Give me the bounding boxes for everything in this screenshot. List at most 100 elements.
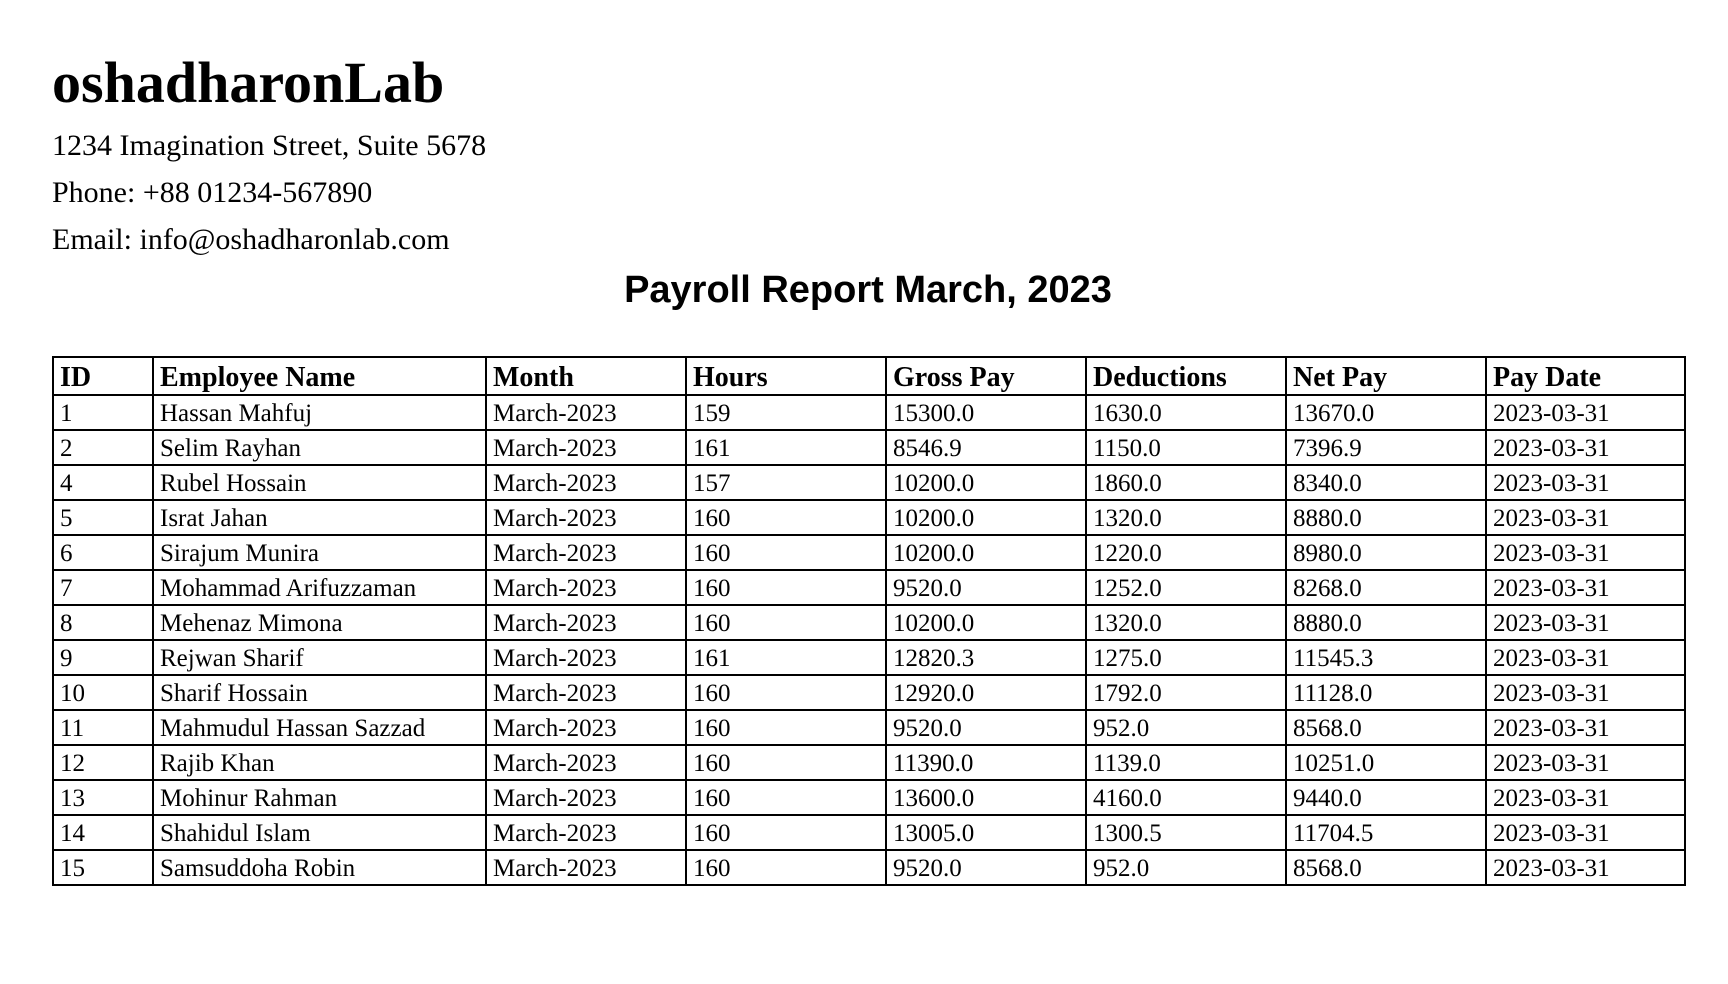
table-row: 15 Samsuddoha Robin March-2023 160 9520.0 952… [52, 849, 1686, 886]
cell-employee-name: Rajib Khan [152, 744, 487, 781]
cell-pay-date: 2023-03-31 [1485, 604, 1686, 641]
payroll-table: ID Employee Name Month Hours Gross Pay D… [52, 356, 1686, 886]
cell-pay-date: 2023-03-31 [1485, 394, 1686, 431]
cell-net-pay: 11545.3 [1285, 639, 1487, 676]
cell-net-pay: 10251.0 [1285, 744, 1487, 781]
cell-deductions: 1275.0 [1085, 639, 1287, 676]
report-title: Payroll Report March, 2023 [624, 269, 1112, 311]
column-header-gross-pay: Gross Pay [885, 356, 1087, 396]
cell-employee-name: Selim Rayhan [152, 429, 487, 466]
cell-hours: 160 [685, 534, 887, 571]
cell-net-pay: 11704.5 [1285, 814, 1487, 851]
cell-net-pay: 9440.0 [1285, 779, 1487, 816]
cell-deductions: 1139.0 [1085, 744, 1287, 781]
cell-employee-name: Mahmudul Hassan Sazzad [152, 709, 487, 746]
cell-gross-pay: 13600.0 [885, 779, 1087, 816]
cell-gross-pay: 12820.3 [885, 639, 1087, 676]
column-header-net-pay: Net Pay [1285, 356, 1487, 396]
cell-id: 8 [52, 604, 154, 641]
table-row: 9 Rejwan Sharif March-2023 161 12820.3 1275.0… [52, 639, 1686, 676]
cell-gross-pay: 13005.0 [885, 814, 1087, 851]
cell-pay-date: 2023-03-31 [1485, 674, 1686, 711]
table-row: 4 Rubel Hossain March-2023 157 10200.0 1860.0… [52, 464, 1686, 501]
cell-employee-name: Samsuddoha Robin [152, 849, 487, 886]
cell-deductions: 952.0 [1085, 709, 1287, 746]
cell-id: 15 [52, 849, 154, 886]
column-header-deductions: Deductions [1085, 356, 1287, 396]
cell-month: March-2023 [485, 464, 687, 501]
cell-deductions: 1320.0 [1085, 499, 1287, 536]
cell-month: March-2023 [485, 814, 687, 851]
cell-hours: 159 [685, 394, 887, 431]
cell-deductions: 1860.0 [1085, 464, 1287, 501]
column-header-month: Month [485, 356, 687, 396]
company-name: oshadharonLab [52, 50, 445, 115]
cell-month: March-2023 [485, 709, 687, 746]
cell-id: 11 [52, 709, 154, 746]
cell-month: March-2023 [485, 394, 687, 431]
cell-employee-name: Sharif Hossain [152, 674, 487, 711]
cell-id: 1 [52, 394, 154, 431]
cell-pay-date: 2023-03-31 [1485, 639, 1686, 676]
cell-id: 6 [52, 534, 154, 571]
cell-hours: 160 [685, 849, 887, 886]
table-row: 10 Sharif Hossain March-2023 160 12920.0 1792… [52, 674, 1686, 711]
cell-net-pay: 7396.9 [1285, 429, 1487, 466]
column-header-hours: Hours [685, 356, 887, 396]
cell-gross-pay: 10200.0 [885, 534, 1087, 571]
table-row: 6 Sirajum Munira March-2023 160 10200.0 1220.… [52, 534, 1686, 571]
cell-hours: 160 [685, 814, 887, 851]
cell-pay-date: 2023-03-31 [1485, 744, 1686, 781]
cell-hours: 160 [685, 604, 887, 641]
cell-hours: 160 [685, 499, 887, 536]
cell-deductions: 952.0 [1085, 849, 1287, 886]
table-row: 2 Selim Rayhan March-2023 161 8546.9 1150.0 73… [52, 429, 1686, 466]
cell-gross-pay: 11390.0 [885, 744, 1087, 781]
cell-employee-name: Rubel Hossain [152, 464, 487, 501]
cell-month: March-2023 [485, 569, 687, 606]
table-row: 11 Mahmudul Hassan Sazzad March-2023 160 952… [52, 709, 1686, 746]
table-header-row: ID Employee Name Month Hours Gross Pay D… [52, 356, 1686, 396]
cell-deductions: 1792.0 [1085, 674, 1287, 711]
table-row: 12 Rajib Khan March-2023 160 11390.0 1139.0 10… [52, 744, 1686, 781]
cell-month: March-2023 [485, 604, 687, 641]
company-address: 1234 Imagination Street, Suite 5678 [52, 129, 487, 162]
cell-month: March-2023 [485, 849, 687, 886]
cell-pay-date: 2023-03-31 [1485, 814, 1686, 851]
cell-net-pay: 8268.0 [1285, 569, 1487, 606]
cell-id: 5 [52, 499, 154, 536]
cell-hours: 160 [685, 569, 887, 606]
cell-net-pay: 8880.0 [1285, 604, 1487, 641]
cell-hours: 160 [685, 744, 887, 781]
cell-gross-pay: 9520.0 [885, 569, 1087, 606]
table-row: 7 Mohammad Arifuzzaman March-2023 160 9520.0… [52, 569, 1686, 606]
cell-month: March-2023 [485, 499, 687, 536]
cell-month: March-2023 [485, 674, 687, 711]
cell-id: 2 [52, 429, 154, 466]
cell-gross-pay: 15300.0 [885, 394, 1087, 431]
cell-deductions: 4160.0 [1085, 779, 1287, 816]
cell-hours: 161 [685, 639, 887, 676]
cell-deductions: 1220.0 [1085, 534, 1287, 571]
cell-employee-name: Mohammad Arifuzzaman [152, 569, 487, 606]
cell-id: 12 [52, 744, 154, 781]
cell-id: 10 [52, 674, 154, 711]
cell-gross-pay: 8546.9 [885, 429, 1087, 466]
cell-net-pay: 8568.0 [1285, 709, 1487, 746]
cell-pay-date: 2023-03-31 [1485, 779, 1686, 816]
cell-employee-name: Sirajum Munira [152, 534, 487, 571]
cell-month: March-2023 [485, 639, 687, 676]
cell-employee-name: Israt Jahan [152, 499, 487, 536]
cell-gross-pay: 9520.0 [885, 849, 1087, 886]
column-header-pay-date: Pay Date [1485, 356, 1686, 396]
cell-net-pay: 11128.0 [1285, 674, 1487, 711]
cell-employee-name: Shahidul Islam [152, 814, 487, 851]
column-header-employee-name: Employee Name [152, 356, 487, 396]
table-row: 13 Mohinur Rahman March-2023 160 13600.0 4160… [52, 779, 1686, 816]
cell-month: March-2023 [485, 779, 687, 816]
cell-pay-date: 2023-03-31 [1485, 849, 1686, 886]
payroll-document: oshadharonLab 1234 Imagination Street, S… [52, 44, 1686, 886]
cell-hours: 157 [685, 464, 887, 501]
cell-month: March-2023 [485, 744, 687, 781]
cell-pay-date: 2023-03-31 [1485, 499, 1686, 536]
